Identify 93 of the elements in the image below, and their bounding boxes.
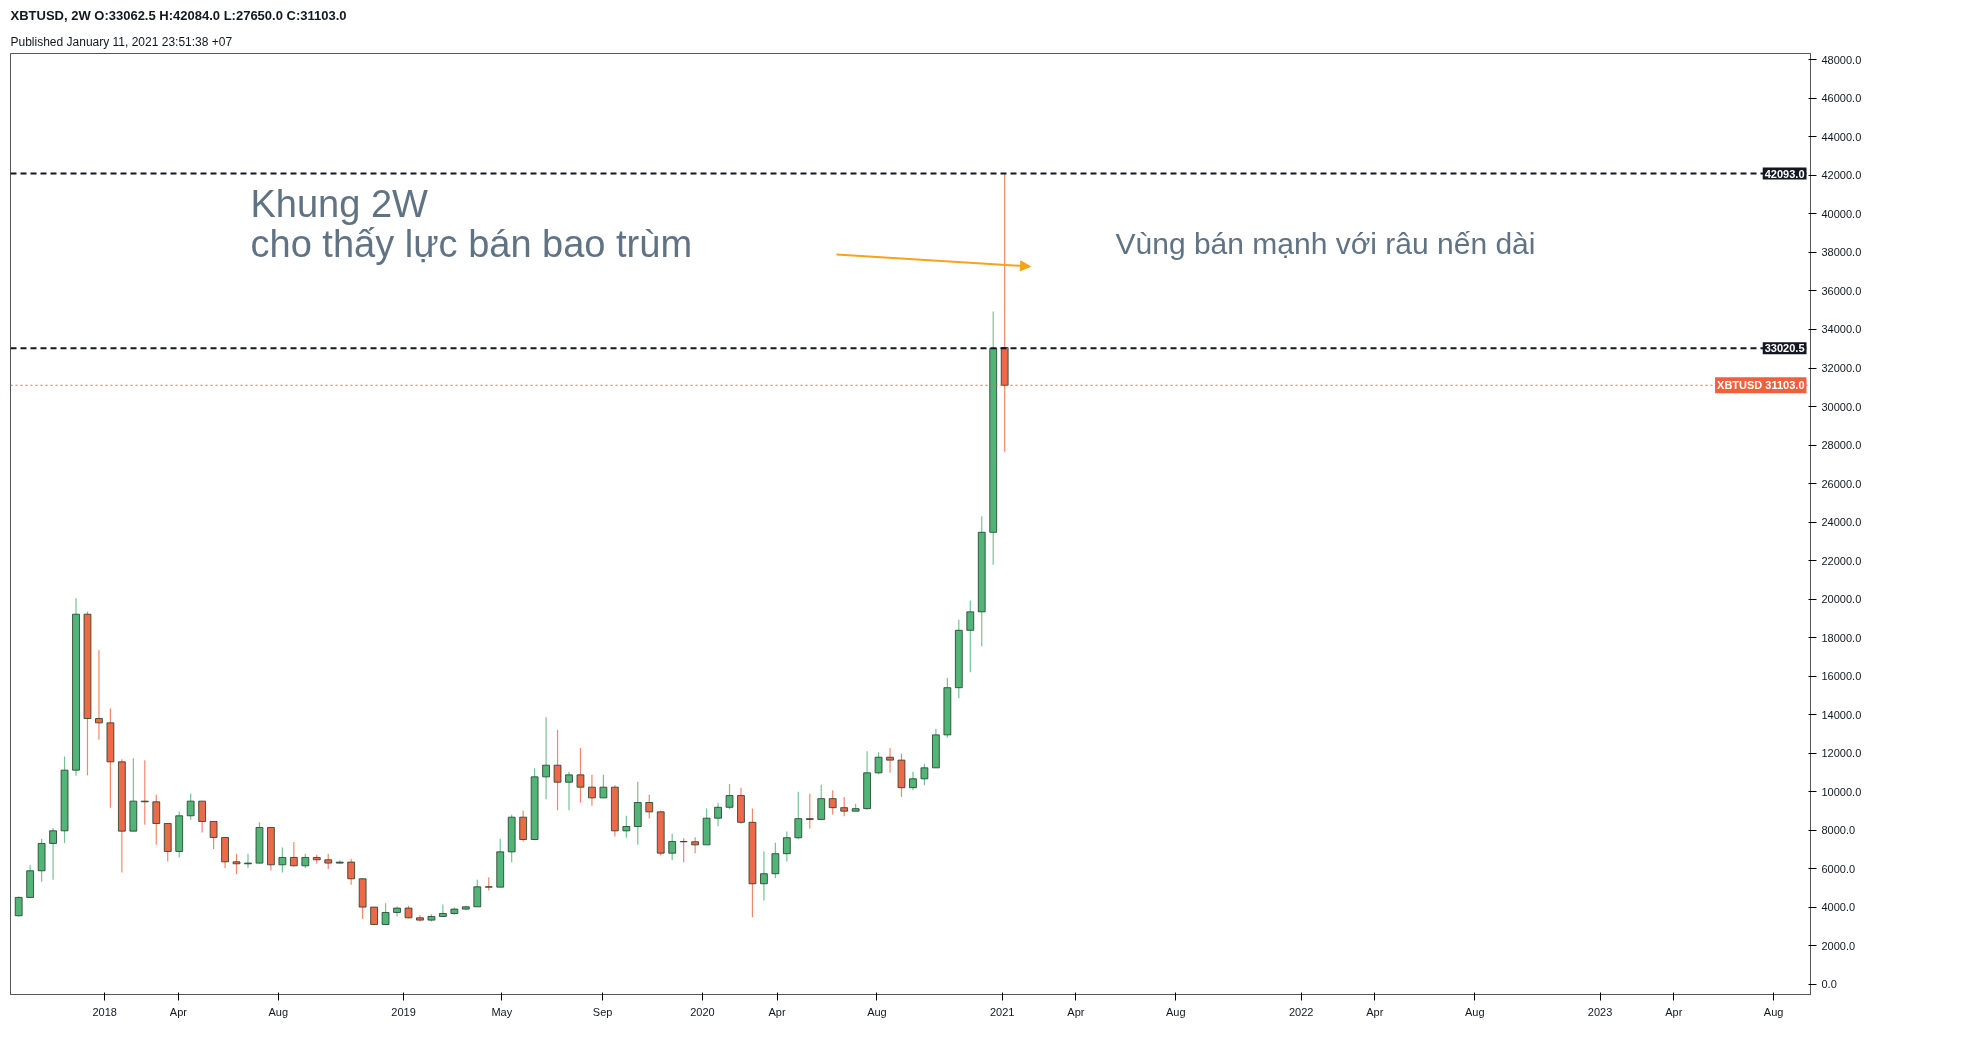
y-tick-label: 4000.0 [1821,901,1856,914]
candlestick [439,903,447,918]
x-tick-label: 2023 [1587,1005,1613,1018]
candlestick [152,794,161,846]
chart-subtitle: Published January 11, 2021 23:51:38 +07 [10,34,233,49]
candlestick [347,858,356,886]
candlestick [828,789,837,816]
candlestick [209,820,218,850]
candlestick [805,793,814,830]
y-tick-label: 24000.0 [1821,516,1862,529]
y-tick-label: 44000.0 [1821,130,1862,143]
candlestick [817,784,826,821]
ref-line-label: XBTUSD 31103.0 [1717,379,1805,392]
y-tick-label: 0.0 [1821,978,1837,991]
candlestick [553,729,562,811]
candlestick [290,841,298,868]
y-tick-label: 38000.0 [1821,246,1862,259]
x-tick-label: Aug [1464,1005,1485,1018]
y-tick-label: 8000.0 [1821,824,1856,837]
candlestick [49,827,57,881]
candlestick [588,774,596,807]
x-tick-label: Aug [1763,1005,1784,1018]
y-tick-label: 18000.0 [1821,631,1862,644]
y-tick-label: 20000.0 [1821,593,1862,606]
y-tick-label: 26000.0 [1821,477,1862,490]
candlestick [186,793,195,821]
x-tick-label: Sep [592,1005,613,1018]
ref-line-label: 33020.5 [1764,342,1805,355]
x-tick-label: Apr [169,1005,188,1018]
y-tick-label: 12000.0 [1821,747,1862,760]
candlestick [140,759,149,826]
candlestick [565,771,573,811]
x-tick-label: Aug [1166,1005,1186,1018]
y-tick-label: 32000.0 [1821,362,1862,374]
y-tick-label: 28000.0 [1821,439,1862,452]
y-tick-label: 36000.0 [1821,284,1862,297]
candlestick [232,853,241,875]
candlestick [691,836,699,854]
y-tick-label: 48000.0 [1821,53,1862,66]
y-tick-label: 10000.0 [1821,785,1862,798]
candlestick [783,830,791,863]
x-tick-label: 2019 [391,1005,416,1018]
annotation: Khung 2W cho thấy lực bán bao trùm [250,182,693,265]
candlestick [278,846,287,874]
x-tick-label: 2020 [690,1005,715,1018]
y-tick-label: 2000.0 [1821,939,1856,952]
ref-line-label: 42093.0 [1764,167,1805,180]
y-tick-label: 6000.0 [1821,862,1856,875]
candlestick [794,791,803,840]
annotation: Vùng bán mạnh với râu nến dài [1115,226,1536,260]
x-tick-label: 2018 [92,1005,117,1018]
candlestick [966,599,975,673]
candlestick [95,649,103,741]
y-tick-label: 16000.0 [1821,670,1862,683]
candlestick [886,747,894,774]
x-tick-label: Apr [768,1005,786,1018]
y-tick-label: 46000.0 [1821,92,1862,105]
candlestick [576,747,585,804]
x-tick-label: Apr [1665,1005,1683,1018]
candlestick [920,763,929,786]
x-tick-label: Apr [1366,1005,1384,1018]
candlestick [760,850,768,902]
candlestick [645,794,654,820]
y-tick-label: 42000.0 [1821,169,1862,182]
candlestick [198,800,206,834]
y-tick-label: 14000.0 [1821,708,1862,721]
candlestick [381,902,390,926]
candlestick [519,809,527,843]
x-tick-label: 2021 [989,1005,1015,1018]
candlestick [473,879,482,908]
candlestick [668,833,677,861]
candlestick [622,815,631,839]
candlestick [599,774,608,799]
candlestick [633,781,642,846]
x-tick-label: May [491,1005,513,1018]
candlestick [542,716,550,800]
candlestick [714,802,722,827]
candlestick [771,842,780,879]
chart-title: XBTUSD, 2W O:33062.5 H:42084.0 L:27650.0 C:31103.0 [10,7,347,23]
x-tick-label: 2022 [1288,1005,1314,1018]
x-tick-label: Aug [268,1005,289,1018]
candlestick [725,783,734,810]
x-tick-label: Apr [1067,1005,1085,1018]
candlestick [840,796,849,817]
candlestick [244,853,252,869]
candlestick [874,751,883,775]
candlestick [909,771,917,791]
y-tick-label: 40000.0 [1821,207,1862,220]
y-tick-label: 30000.0 [1821,400,1862,413]
y-tick-label: 22000.0 [1821,554,1862,567]
candlestick [679,837,688,863]
x-tick-label: Aug [867,1005,887,1018]
y-tick-label: 34000.0 [1821,323,1862,336]
